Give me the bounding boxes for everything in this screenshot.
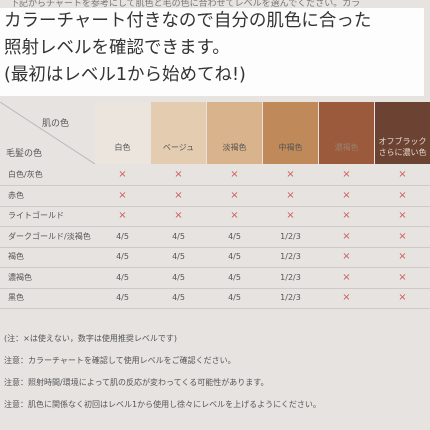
table-cell: ×	[118, 189, 127, 201]
column-label: 中褐色	[278, 142, 303, 152]
table-cell: ×	[286, 210, 295, 221]
row-label: 赤色	[8, 190, 24, 200]
table-row: 褐色 4/5 4/5 4/5 1/2/3 × ×	[0, 247, 430, 268]
row-label: ライトゴールド	[8, 211, 64, 220]
table-cell: 4/5	[116, 272, 129, 282]
table-cell: 4/5	[228, 293, 241, 302]
table-cell: 4/5	[172, 252, 185, 261]
table-row: ダークゴールド/淡褐色 4/5 4/5 4/5 1/2/3 × ×	[0, 227, 430, 248]
table-cell: ×	[342, 230, 351, 242]
corner-skin: 肌の色	[42, 119, 70, 129]
note-line: (注：×は使えない，数字は使用推奨レベルです)	[4, 334, 177, 343]
table-cell: ×	[398, 292, 407, 303]
table-cell: ×	[286, 169, 295, 180]
table-cell: 4/5	[172, 293, 185, 302]
column-label: 淡褐色	[222, 142, 247, 152]
table-cell: ×	[398, 271, 407, 283]
caption-box: カラーチャート付きなので自分の肌色に合った 照射レベルを確認できます。 (最初はレベ…	[0, 8, 424, 96]
table-row: 黒色 4/5 4/5 4/5 1/2/3 × ×	[0, 288, 430, 309]
table-row: 濃褐色 4/5 4/5 4/5 1/2/3 × ×	[0, 268, 430, 289]
table-cell: 4/5	[228, 272, 241, 282]
table-cell: ×	[342, 189, 351, 201]
table-cell: 1/2/3	[280, 252, 301, 261]
table-cell: ×	[174, 189, 183, 201]
column-label: ベージュ	[162, 142, 195, 152]
table-cell: ×	[230, 210, 239, 221]
table-cell: 1/2/3	[280, 293, 301, 302]
skin-swatch: オフブラック さらに濃い色	[375, 102, 430, 164]
row-label: ダークゴールド/淡褐色	[8, 231, 91, 241]
table-cell: ×	[398, 189, 407, 201]
caption-line: (最初はレベル1から始めてね!)	[4, 65, 246, 85]
column-label: 白色	[114, 142, 131, 152]
column-label: オフブラック	[378, 137, 427, 146]
note-line: 注意：肌色に関係なく初回はレベル1から使用し徐々にレベルを上げるようにください。	[4, 400, 321, 409]
table-row: 白色/灰色 × × × × × ×	[0, 165, 430, 186]
table-cell: ×	[118, 169, 127, 180]
table-cell: ×	[286, 189, 295, 201]
skin-swatch: 淡褐色	[207, 102, 262, 164]
row-label: 黒色	[8, 293, 24, 302]
note-line: 注意：カラーチャートを確認して使用レベルをご確認ください。	[4, 356, 236, 365]
table-cell: 4/5	[116, 231, 129, 241]
column-label: 濃褐色	[334, 142, 359, 152]
table-cell: ×	[398, 230, 407, 242]
table-row: ライトゴールド × × × × × ×	[0, 206, 430, 227]
table-cell: ×	[342, 169, 351, 180]
note-line: 注意：照射時間/環境によって肌の反応が変わってくる可能性があります。	[4, 378, 269, 387]
table-cell: 1/2/3	[280, 272, 301, 282]
row-label: 白色/灰色	[8, 170, 43, 179]
table-cell: ×	[398, 169, 407, 180]
column-label: さらに濃い色	[378, 148, 427, 157]
corner-diagonal	[0, 102, 95, 164]
row-label: 褐色	[8, 252, 24, 261]
table-cell: ×	[342, 210, 351, 221]
table-cell: 1/2/3	[280, 231, 301, 241]
table-cell: 4/5	[172, 231, 185, 241]
table-cell: ×	[174, 169, 183, 180]
table-cell: ×	[174, 210, 183, 221]
row-label: 濃褐色	[8, 272, 32, 282]
caption-line: カラーチャート付きなので自分の肌色に合った	[4, 11, 372, 31]
table-cell: 4/5	[116, 293, 129, 302]
table-cell: 4/5	[116, 252, 129, 261]
skin-swatch: 白色	[95, 102, 150, 164]
table-cell: 4/5	[228, 231, 241, 241]
skin-swatch: 中褐色	[263, 102, 318, 164]
table-cell: ×	[342, 251, 351, 262]
corner-hair: 毛髪の色	[6, 149, 43, 159]
table-cell: ×	[118, 210, 127, 221]
table-cell: ×	[230, 169, 239, 180]
table-cell: ×	[398, 251, 407, 262]
caption-line: 照射レベルを確認できます。	[4, 38, 230, 58]
table-cell: 4/5	[172, 272, 185, 282]
skin-swatch: 濃褐色	[319, 102, 374, 164]
table-cell: 4/5	[228, 252, 241, 261]
table-cell: ×	[342, 271, 351, 283]
table-cell: ×	[398, 210, 407, 221]
table-cell: ×	[230, 189, 239, 201]
table-row: 赤色 × × × × × ×	[0, 186, 430, 207]
table-cell: ×	[342, 292, 351, 303]
background-text: 下記からチャートを参考にして肌色と毛の色に合わせてレベルを選んでください。カラ	[10, 0, 361, 9]
skin-swatch: ベージュ	[151, 102, 206, 164]
